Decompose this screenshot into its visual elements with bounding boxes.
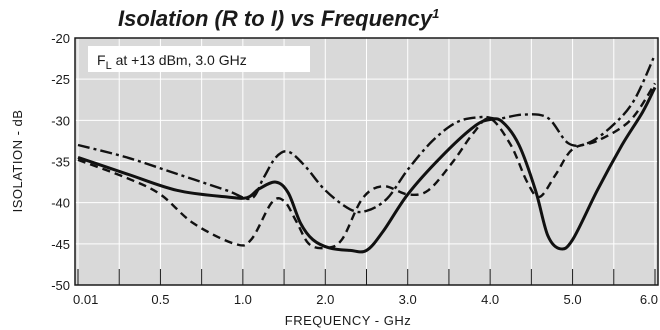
y-tick-label: -35 bbox=[51, 155, 70, 170]
annotation-background bbox=[88, 46, 310, 72]
title-superscript: 1 bbox=[432, 6, 439, 21]
y-tick-label: -40 bbox=[51, 196, 70, 211]
tick-labels: -20 -25 -30 -35 -40 -45 -500.01 0.5 1.0 2.0 3.0 4.0… bbox=[51, 31, 658, 307]
y-tick-label: -30 bbox=[51, 113, 70, 128]
annotation-box: FL at +13 dBm, 3.0 GHz bbox=[88, 46, 310, 72]
y-tick-label: -20 bbox=[51, 31, 70, 46]
x-tick-label: 0.5 bbox=[151, 292, 169, 307]
x-tick-label: 3.0 bbox=[399, 292, 417, 307]
y-tick-label: -50 bbox=[51, 278, 70, 293]
chart-title: Isolation (R to I) vs Frequency1 bbox=[118, 6, 439, 31]
annotation-text: FL at +13 dBm, 3.0 GHz bbox=[97, 52, 247, 72]
x-axis-label: FREQUENCY - GHz bbox=[285, 313, 411, 328]
x-tick-label: 4.0 bbox=[481, 292, 499, 307]
x-tick-label: 2.0 bbox=[316, 292, 334, 307]
plot-frame bbox=[74, 37, 659, 286]
series-line-solid bbox=[77, 86, 657, 254]
series-line-dashed bbox=[77, 82, 657, 250]
series-group bbox=[77, 54, 657, 254]
grid bbox=[75, 38, 658, 285]
x-tick-label: 5.0 bbox=[564, 292, 582, 307]
y-tick-label: -45 bbox=[51, 237, 70, 252]
y-axis-label: ISOLATION - dB bbox=[10, 110, 25, 213]
x-tick-label: 1.0 bbox=[234, 292, 252, 307]
y-tick-label: -25 bbox=[51, 72, 70, 87]
x-tick-label: 0.01 bbox=[73, 292, 98, 307]
x-tick-label: 6.0 bbox=[640, 292, 658, 307]
series-line-dash-dot bbox=[77, 54, 657, 214]
